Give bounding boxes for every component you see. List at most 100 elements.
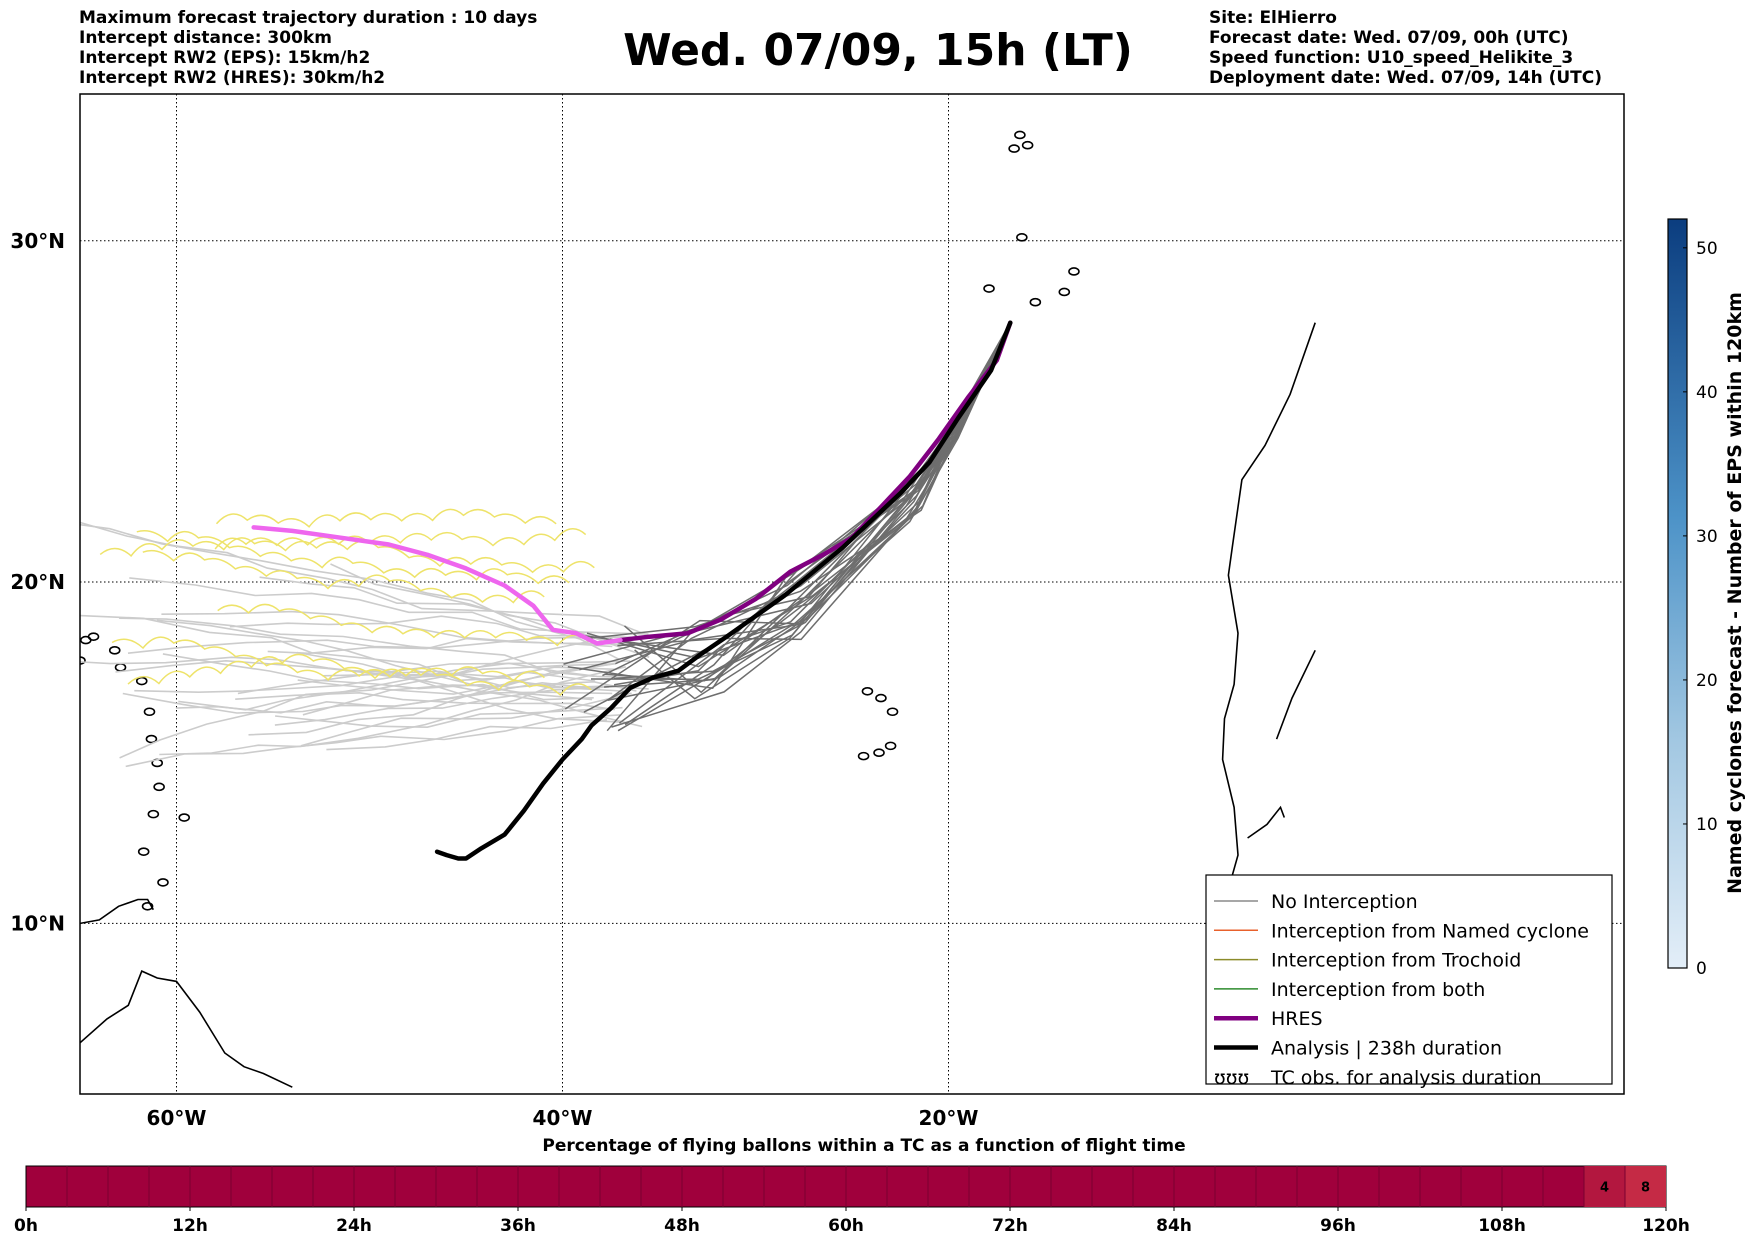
island [857,751,870,761]
analysis-track [434,320,1013,861]
island [1058,287,1071,297]
colorbar-ticks: 0 10 20 30 40 50 [1683,239,1718,979]
island [178,813,191,822]
island [873,748,885,758]
ensemble-track [229,615,648,639]
colorbar-gradient [1667,218,1688,969]
ensemble-track [613,322,1011,680]
ensemble-tracks-light [80,521,650,768]
bar-cell [1584,1166,1625,1207]
longitude-labels: 60°W 40°W 20°W [147,1106,979,1130]
bar-tick-label: 36h [500,1216,536,1236]
colorbar-tick-label: 10 [1696,815,1718,835]
map-frame [79,93,1625,1095]
lat-label: 30°N [10,229,65,253]
legend-label: Interception from Named cyclone [1271,920,1589,942]
island [861,686,874,696]
island [1008,144,1020,153]
bar-tick-label: 72h [992,1216,1028,1236]
colorbar-tick-label: 30 [1696,527,1718,547]
info-intercept-eps: Intercept RW2 (EPS): 15km/h2 [79,48,371,68]
hres-track-west [251,525,623,646]
island [137,847,150,856]
island [884,741,897,751]
bar-cell-label: 8 [1641,1181,1650,1196]
ensemble-track [162,653,594,701]
legend-label: TC obs. for analysis duration [1270,1067,1542,1089]
bar-cell [1625,1166,1666,1207]
bar-tick-label: 60h [828,1216,864,1236]
info-intercept-hres: Intercept RW2 (HRES): 30km/h2 [79,68,386,88]
legend-item: Analysis | 238h duration [1214,1038,1502,1060]
info-forecast-date: Forecast date: Wed. 07/09, 00h (UTC) [1209,28,1569,48]
colorbar-tick-label: 0 [1696,959,1707,979]
trochoid-track [142,549,545,604]
map-plot-area [80,94,1624,1094]
graticule [80,94,1624,1094]
bar-tick-label: 120h [1642,1216,1690,1236]
trochoid-track [215,508,557,528]
ensemble-track [634,322,1011,700]
legend-item: Interception from Named cyclone [1214,920,1589,942]
bar-tick-label: 12h [172,1216,208,1236]
ensemble-track [275,706,623,729]
island [153,782,165,792]
trochoid-track [136,529,570,585]
info-site: Site: ElHierro [1209,8,1337,28]
bar-cell-label: 4 [1600,1181,1609,1196]
coastline [80,898,154,925]
legend-label: Interception from Trochoid [1271,950,1521,972]
info-right: Site: ElHierro Forecast date: Wed. 07/09… [1209,8,1602,88]
island [143,707,156,717]
ensemble-track [125,714,621,768]
legend-item: Interception from both [1214,979,1485,1001]
info-speed-function: Speed function: U10_speed_Helikite_3 [1209,48,1574,68]
colorbar-title: Named cyclones forecast - Number of EPS … [1724,292,1746,894]
lat-label: 10°N [10,911,65,935]
legend-item: HRES [1214,1008,1323,1030]
island [80,656,86,665]
legend-label: No Interception [1271,891,1418,913]
page-title: Wed. 07/09, 15h (LT) [623,25,1133,76]
island [87,632,100,641]
lat-label: 20°N [10,570,65,594]
ensemble-track [178,662,648,711]
island [145,734,158,744]
lon-label: 20°W [919,1106,979,1130]
lon-label: 40°W [533,1106,593,1130]
legend-box [1205,874,1613,1085]
ensemble-track [300,692,632,747]
info-deployment-date: Deployment date: Wed. 07/09, 14h (UTC) [1209,68,1603,88]
bar-tick-label: 0h [14,1216,38,1236]
legend-label: Interception from both [1271,979,1485,1001]
island [886,707,899,717]
trochoid-track [111,636,545,682]
coastline [1247,805,1286,839]
tc-loops-icon: ʊʊʊ [1214,1067,1249,1089]
trochoid-track [214,528,587,550]
island [1021,140,1034,150]
ensemble-track [322,673,643,728]
island [983,284,995,293]
ensemble-track [134,639,595,694]
island [875,693,887,703]
bar-tick-label: 84h [1156,1216,1192,1236]
bottom-bar-tick-labels: 0h 12h 24h 36h 48h 60h 72h 84h 96h 108h 120h [14,1207,1690,1236]
legend: No Interception Interception from Named c… [1205,874,1613,1089]
colorbar-tick-label: 50 [1696,239,1718,259]
bottom-bar-title: Percentage of flying ballons within a TC… [542,1136,1185,1156]
info-max-duration: Maximum forecast trajectory duration : 1… [79,8,538,28]
bar-tick-label: 96h [1320,1216,1356,1236]
colorbar: 0 10 20 30 40 50 Named cyclones forecast - Nu… [1667,218,1746,979]
coastline [80,970,293,1088]
info-left: Maximum forecast trajectory duration : 1… [79,8,537,88]
island [1029,297,1042,307]
legend-item: No Interception [1214,891,1418,913]
lon-label: 60°W [147,1106,207,1130]
hres-track [618,320,1013,643]
ensemble-track [127,636,645,654]
legend-item: ʊʊʊ TC obs. for analysis duration [1214,1067,1542,1089]
ensemble-track [119,663,613,759]
